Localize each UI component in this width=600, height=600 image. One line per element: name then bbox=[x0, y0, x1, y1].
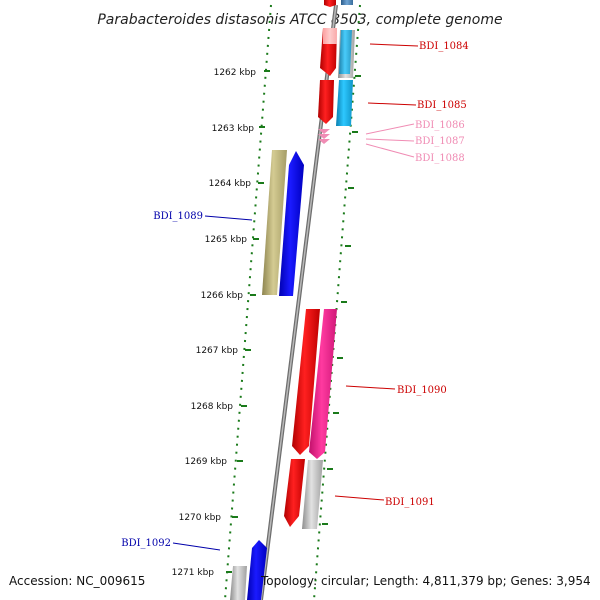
scale-tick-label: 1270 kbp bbox=[179, 513, 222, 523]
accession-label: Accession: NC_009615 bbox=[9, 574, 146, 588]
scale-tick-label: 1268 kbp bbox=[191, 402, 234, 412]
gene-label-bdi-1084[interactable]: BDI_1084 bbox=[419, 41, 469, 52]
gene-label-bdi-1089[interactable]: BDI_1089 bbox=[153, 211, 203, 222]
gene-arrow-bdi-1084-overlay bbox=[323, 28, 337, 44]
gene-label-bdi-1086[interactable]: BDI_1086 bbox=[415, 120, 465, 131]
map-title: Parabacteroides distasonis ATCC 8503, co… bbox=[97, 12, 502, 28]
scale-tick-label: 1266 kbp bbox=[201, 291, 244, 301]
scale-ticks: 1262 kbp 1263 kbp 1264 kbp 1265 kbp 1266… bbox=[172, 68, 270, 578]
scale-tick-label: 1265 kbp bbox=[205, 235, 248, 245]
gene-arrow-olive[interactable] bbox=[262, 150, 287, 295]
gene-arrow-bdi-1091-red[interactable] bbox=[284, 459, 305, 527]
scale-tick-label: 1269 kbp bbox=[185, 457, 228, 467]
gene-label-bdi-1087[interactable]: BDI_1087 bbox=[415, 136, 465, 147]
gene-arrow-cyan-1[interactable] bbox=[339, 30, 352, 74]
gene-arrow-cyan-2[interactable] bbox=[336, 80, 353, 126]
gene-arrow-bdi-1086[interactable] bbox=[318, 129, 330, 134]
gene-arrow-bdi-1092[interactable] bbox=[247, 540, 267, 600]
gene-feature-partial-steel[interactable] bbox=[341, 0, 353, 5]
gene-arrow-bdi-1088[interactable] bbox=[318, 139, 330, 144]
scale-tick-label: 1267 kbp bbox=[196, 346, 239, 356]
gene-arrow-bdi-1089[interactable] bbox=[279, 151, 304, 296]
scale-tick-label: 1271 kbp bbox=[172, 568, 215, 578]
gene-arrow-bdi-1087[interactable] bbox=[318, 134, 330, 139]
gene-labels: BDI_1084 BDI_1085 BDI_1086 BDI_1087 BDI_… bbox=[121, 41, 469, 551]
gene-arrow-bdi-1090-pink[interactable] bbox=[309, 309, 337, 459]
gene-feature-partial[interactable] bbox=[324, 0, 336, 7]
gene-arrow-bdi-1091-gray[interactable] bbox=[302, 460, 323, 529]
gene-label-bdi-1092[interactable]: BDI_1092 bbox=[121, 538, 171, 549]
gene-label-bdi-1091[interactable]: BDI_1091 bbox=[385, 497, 435, 508]
scale-tick-label: 1263 kbp bbox=[212, 124, 255, 134]
gene-arrow-gray-bottom[interactable] bbox=[230, 566, 247, 600]
scale-track bbox=[224, 4, 272, 600]
scale-tick-label: 1262 kbp bbox=[214, 68, 257, 78]
scale-tick-label: 1264 kbp bbox=[209, 179, 252, 189]
scale-track-right bbox=[313, 4, 361, 600]
gene-label-bdi-1088[interactable]: BDI_1088 bbox=[415, 153, 465, 164]
gene-label-bdi-1090[interactable]: BDI_1090 bbox=[397, 385, 447, 396]
topology-label: Topology: circular; Length: 4,811,379 bp… bbox=[261, 574, 591, 588]
gene-arrow-bdi-1085[interactable] bbox=[318, 80, 334, 124]
right-scale-ticks bbox=[322, 75, 361, 525]
gene-arrow-bdi-1090-red[interactable] bbox=[292, 309, 320, 455]
gene-label-bdi-1085[interactable]: BDI_1085 bbox=[417, 100, 467, 111]
